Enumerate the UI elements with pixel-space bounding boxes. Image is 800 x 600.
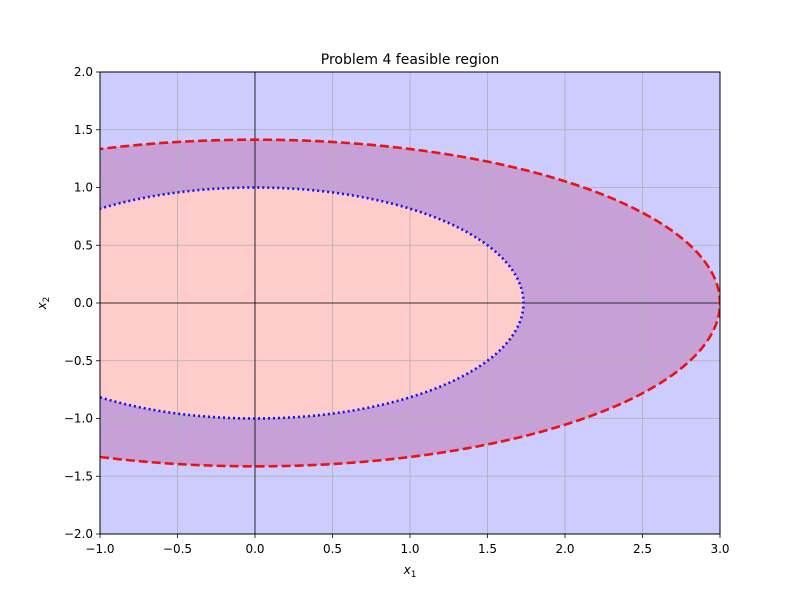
x-axis-label-sub: 1	[411, 570, 417, 580]
ticks-layer: −1.0 −0.5 0.0 0.5 1.0 1.5 2.0 2.5 3.0 −2.0 −1.5 −1.…	[64, 65, 730, 556]
zero-lines	[100, 72, 720, 534]
x-tick-label-2: 0.0	[245, 542, 264, 556]
chart-title: Problem 4 feasible region	[321, 52, 499, 68]
x-tick-label-8: 3.0	[710, 542, 729, 556]
y-tick-label-2: −1.0	[64, 412, 93, 426]
y-tick-label-8: 2.0	[74, 65, 93, 79]
y-tick-label-6: 1.0	[74, 181, 93, 195]
x-tick-label-5: 1.5	[478, 542, 497, 556]
y-axis-label-sub: 2	[42, 297, 52, 303]
y-tick-label-5: 0.5	[74, 238, 93, 252]
y-tick-label-3: −0.5	[64, 354, 93, 368]
x-tick-label-0: −1.0	[85, 542, 114, 556]
boundary-curve-dashed	[100, 138, 720, 468]
y-tick-label-4: 0.0	[74, 296, 93, 310]
y-axis-label: x2	[35, 297, 52, 311]
y-axis-label-base: x	[35, 301, 49, 310]
y-tick-label-7: 1.5	[74, 123, 93, 137]
x-axis-label: x1	[403, 563, 417, 580]
x-tick-label-3: 0.5	[323, 542, 342, 556]
x-tick-label-4: 1.0	[400, 542, 419, 556]
boundary-curve-dotted	[100, 186, 525, 420]
x-tick-label-1: −0.5	[163, 542, 192, 556]
x-tick-label-6: 2.0	[555, 542, 574, 556]
curves-layer	[100, 138, 720, 468]
y-tick-label-0: −2.0	[64, 527, 93, 541]
y-tick-label-1: −1.5	[64, 469, 93, 483]
x-tick-label-7: 2.5	[633, 542, 652, 556]
x-axis-label-base: x	[403, 563, 412, 577]
